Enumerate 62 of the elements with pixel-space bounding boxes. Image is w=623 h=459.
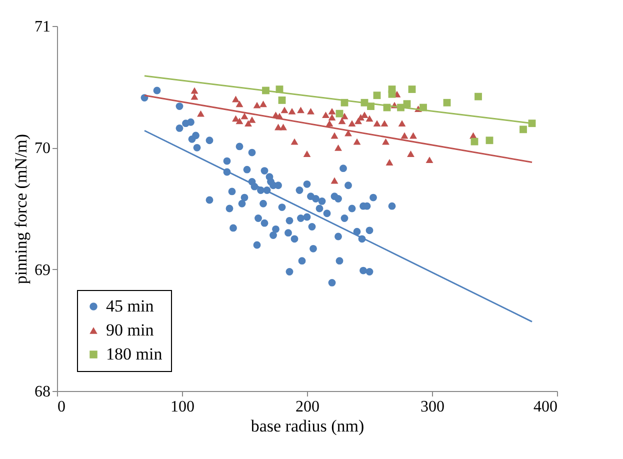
point xyxy=(400,132,408,139)
point xyxy=(408,86,416,93)
x-tick-label: 300 xyxy=(420,398,444,416)
point xyxy=(470,138,478,146)
point xyxy=(373,92,381,100)
point xyxy=(382,138,390,145)
x-axis-title: base radius (nm) xyxy=(250,416,364,436)
point xyxy=(232,96,240,102)
point xyxy=(190,87,198,94)
x-tick-label: 200 xyxy=(296,398,320,416)
point xyxy=(326,120,334,127)
point xyxy=(486,136,494,144)
point xyxy=(426,156,434,164)
point xyxy=(403,100,411,108)
y-tick-label: 68 xyxy=(34,384,50,400)
point xyxy=(336,110,344,118)
point xyxy=(520,126,527,134)
point xyxy=(307,108,314,114)
point xyxy=(236,100,244,108)
point xyxy=(328,114,336,120)
legend-label: 90 min xyxy=(106,320,154,340)
y-tick-label: 71 xyxy=(34,18,50,36)
point xyxy=(328,108,336,114)
point xyxy=(278,96,286,104)
y-tick-label: 70 xyxy=(34,140,50,158)
point xyxy=(190,93,198,100)
point xyxy=(280,124,287,130)
point xyxy=(236,118,244,124)
point xyxy=(290,138,298,145)
point xyxy=(260,100,267,108)
point xyxy=(288,108,296,114)
point xyxy=(474,92,482,100)
point xyxy=(297,106,304,114)
point xyxy=(197,110,204,117)
legend-label: 45 min xyxy=(106,296,154,316)
x-tick-label: 400 xyxy=(534,398,558,416)
point xyxy=(348,120,356,127)
point xyxy=(322,112,330,118)
point xyxy=(410,132,417,139)
point xyxy=(303,150,311,157)
point xyxy=(407,150,414,157)
point xyxy=(280,106,288,114)
point xyxy=(330,132,338,139)
point xyxy=(353,138,361,145)
point xyxy=(380,120,388,127)
point xyxy=(386,159,394,166)
point xyxy=(240,112,248,120)
point xyxy=(253,102,261,108)
point xyxy=(244,120,252,127)
x-tick-label: 0 xyxy=(58,398,66,416)
point xyxy=(248,116,256,123)
y-axis-title: pinning force (mN/m) xyxy=(12,134,30,284)
point xyxy=(334,144,342,151)
point xyxy=(443,98,451,106)
y-tick-label: 69 xyxy=(34,262,50,279)
point xyxy=(366,115,374,122)
point xyxy=(398,120,406,127)
legend-label: 180 min xyxy=(106,344,163,364)
point xyxy=(388,90,396,98)
point xyxy=(373,120,381,127)
point xyxy=(330,177,338,184)
x-tick-label: 100 xyxy=(170,398,194,416)
